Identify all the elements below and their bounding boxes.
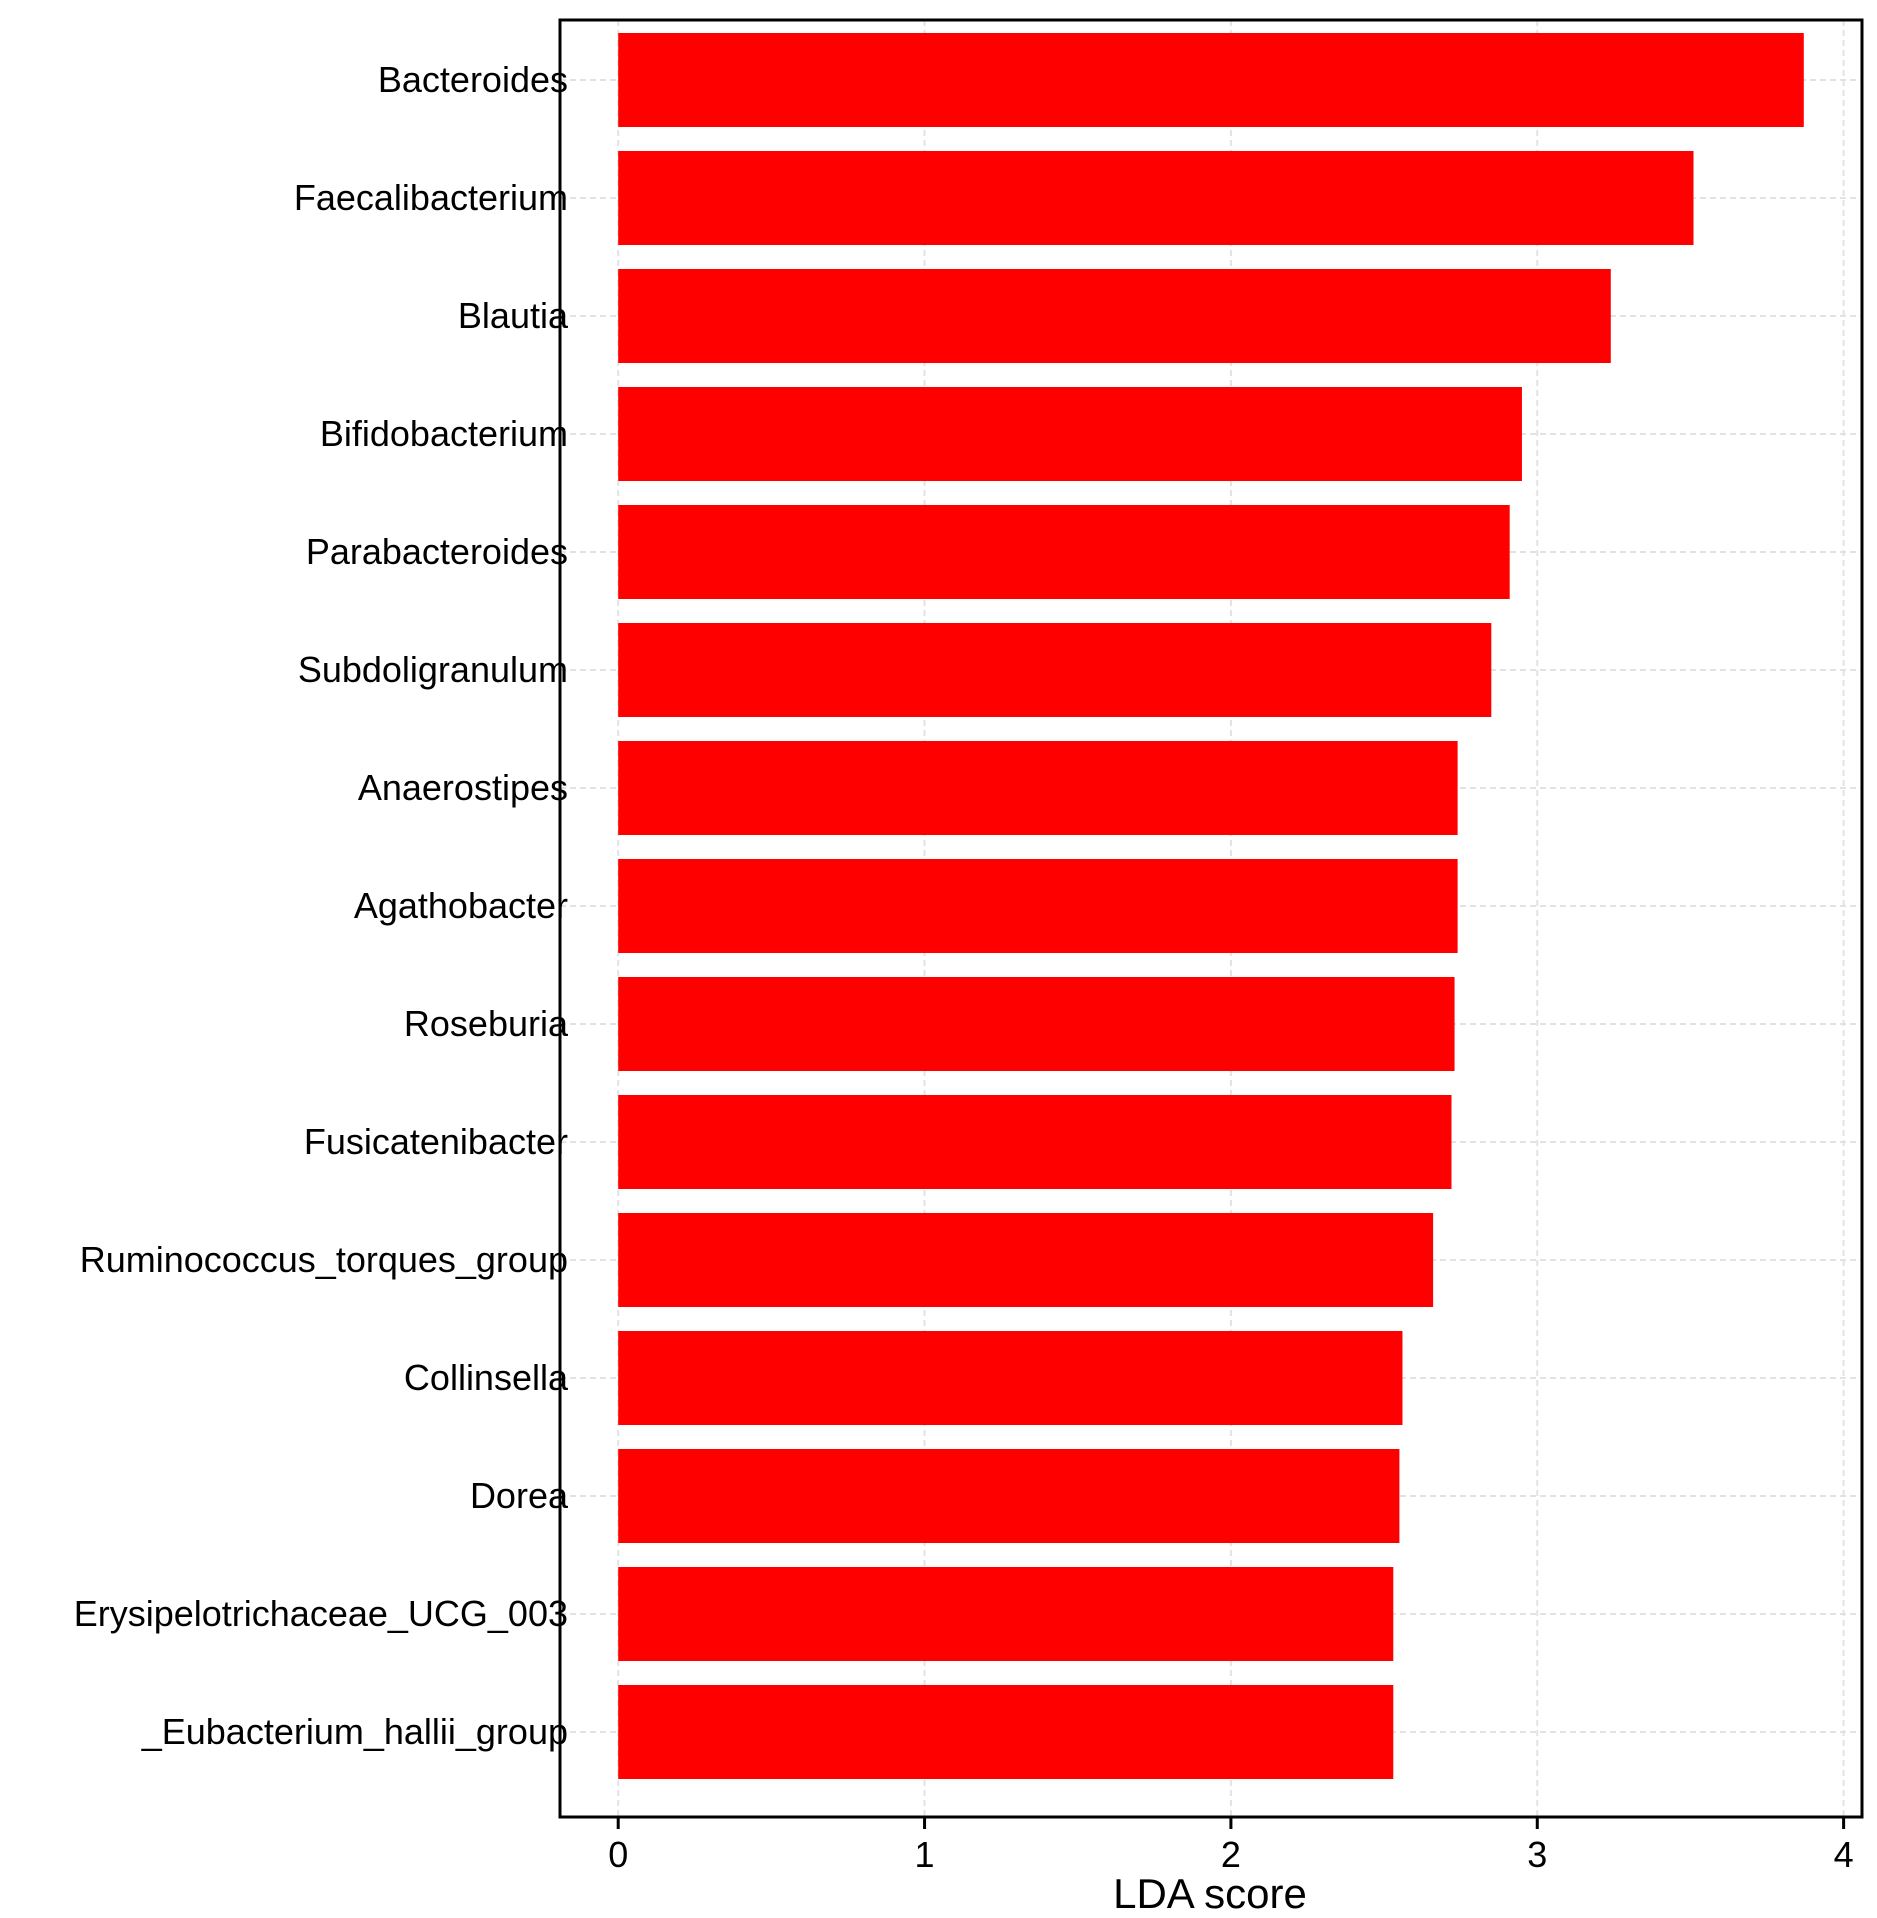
bar-parabacteroides [618, 505, 1510, 599]
category-label: Bacteroides [378, 59, 568, 100]
category-labels: Bacteroides Faecalibacterium Blautia Bifido… [74, 59, 569, 1752]
category-label: Dorea [470, 1475, 569, 1516]
category-label: Blautia [458, 295, 569, 336]
category-label: Faecalibacterium [294, 177, 568, 218]
category-label: Agathobacter [354, 885, 568, 926]
x-axis-ticks: 0 1 2 3 4 [608, 1817, 1854, 1875]
x-tick-label-3: 3 [1527, 1834, 1547, 1875]
bar-bacteroides [618, 33, 1804, 127]
bar-ruminococcus-torques-group [618, 1213, 1434, 1307]
bar-bifidobacterium [618, 387, 1522, 481]
x-tick-label-0: 0 [608, 1834, 628, 1875]
bar-anaerostipes [618, 741, 1458, 835]
category-label: Subdoligranulum [298, 649, 568, 690]
category-label: Erysipelotrichaceae_UCG_003 [74, 1593, 568, 1634]
bar-eubacterium-hallii-group [618, 1685, 1394, 1779]
x-tick-label-1: 1 [915, 1834, 935, 1875]
category-label: Roseburia [404, 1003, 569, 1044]
bar-collinsella [618, 1331, 1403, 1425]
bar-erysipelotrichaceae-ucg-003 [618, 1567, 1394, 1661]
bars [618, 33, 1804, 1779]
category-label: Fusicatenibacter [304, 1121, 568, 1162]
category-label: Ruminococcus_torques_group [80, 1239, 568, 1280]
plot-frame [558, 18, 1864, 1819]
x-tick-label-2: 2 [1221, 1834, 1241, 1875]
x-axis-title: LDA score [1113, 1870, 1307, 1917]
bar-agathobacter [618, 859, 1458, 953]
x-tick-label-4: 4 [1834, 1834, 1854, 1875]
bar-fusicatenibacter [618, 1095, 1452, 1189]
bar-blautia [618, 269, 1611, 363]
category-label: Collinsella [404, 1357, 569, 1398]
bar-subdoligranulum [618, 623, 1492, 717]
bar-dorea [618, 1449, 1400, 1543]
category-label: Bifidobacterium [320, 413, 568, 454]
category-label: _Eubacterium_hallii_group [141, 1711, 568, 1752]
bar-faecalibacterium [618, 151, 1694, 245]
category-label: Parabacteroides [306, 531, 568, 572]
bar-roseburia [618, 977, 1455, 1071]
category-label: Anaerostipes [358, 767, 568, 808]
